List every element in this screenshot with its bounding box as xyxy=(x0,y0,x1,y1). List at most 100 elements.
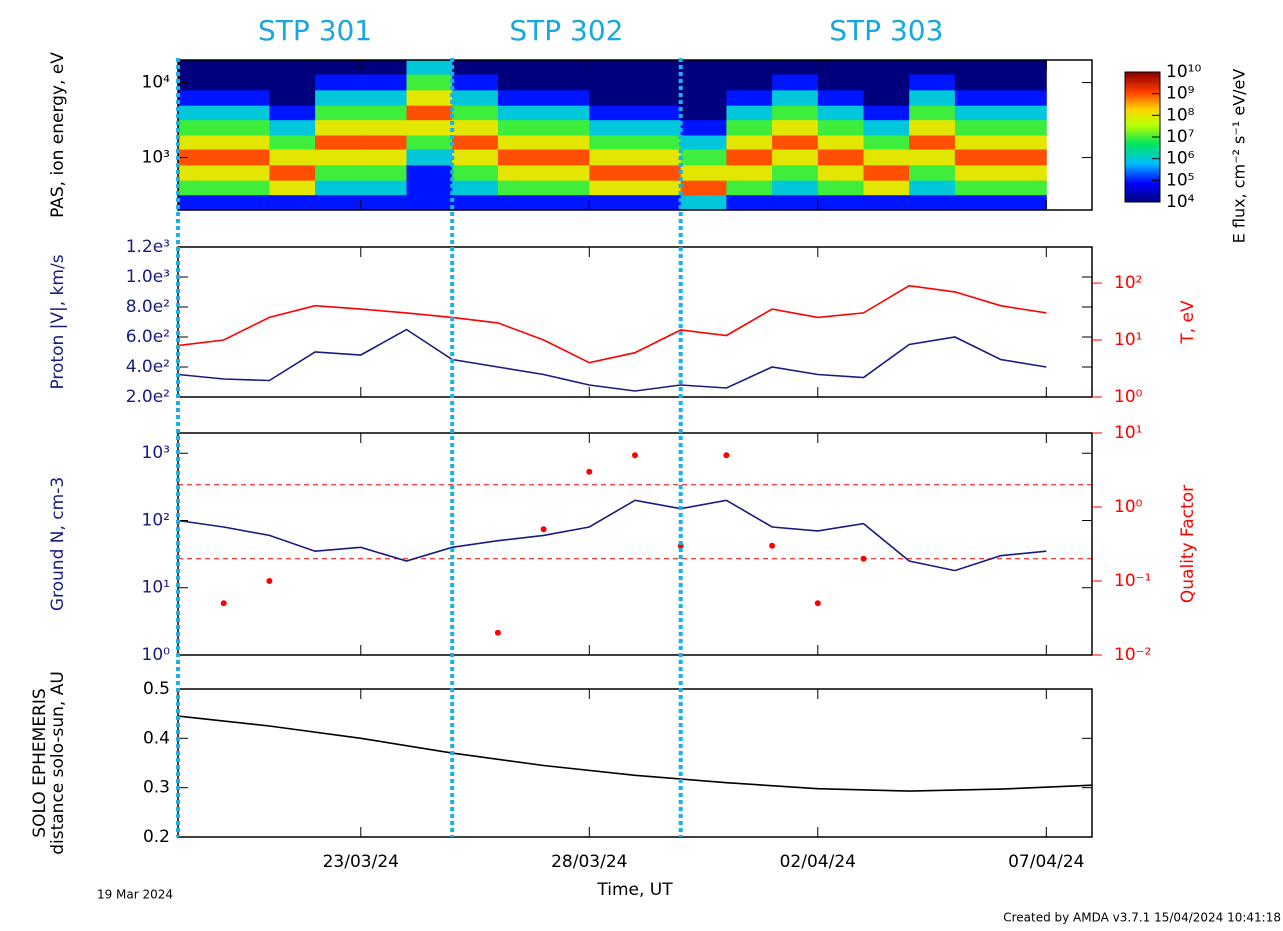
series-point xyxy=(723,452,730,459)
colorbar-segment xyxy=(1125,173,1160,177)
spectrogram-cell xyxy=(635,149,682,166)
colorbar-segment xyxy=(1125,80,1160,84)
spectrogram-cell xyxy=(772,60,819,75)
spectrogram-cell xyxy=(269,89,316,106)
colorbar-segment xyxy=(1125,126,1160,129)
y-tick-label: 10⁰ xyxy=(142,645,171,665)
spectrogram-cell xyxy=(909,74,956,91)
spectrogram-cell xyxy=(406,74,453,91)
colorbar-segment xyxy=(1125,119,1160,123)
spectrogram-cell xyxy=(406,180,453,196)
x-axis-label: Time, UT xyxy=(596,880,673,900)
spectrogram-cell xyxy=(1000,135,1047,150)
spectrogram-cell xyxy=(178,164,225,181)
spectrogram-cell xyxy=(817,149,864,166)
colorbar-segment xyxy=(1125,98,1160,101)
spectrogram-cell xyxy=(909,149,956,166)
spectrogram-cell xyxy=(772,149,819,166)
spectrogram-cell xyxy=(635,74,682,91)
spectrogram-cell xyxy=(909,119,956,136)
spectrogram-cell xyxy=(772,135,819,150)
colorbar-segment xyxy=(1125,180,1160,183)
colorbar-segment xyxy=(1125,178,1160,181)
spectrogram-cell xyxy=(589,149,636,166)
interval-label: STP 303 xyxy=(829,14,943,47)
colorbar-segment xyxy=(1125,93,1160,97)
spectrogram-cell xyxy=(954,135,1002,150)
spectrogram-cell xyxy=(452,105,499,121)
spectrogram-cell xyxy=(452,180,499,196)
spectrogram-cell xyxy=(589,119,636,136)
spectrogram-cell xyxy=(589,89,636,106)
y2-tick-label: 10² xyxy=(1114,273,1142,293)
colorbar-segment xyxy=(1125,91,1160,95)
series-point xyxy=(540,526,547,533)
y-tick-label: 10³ xyxy=(142,443,170,463)
colorbar-segment xyxy=(1125,100,1160,103)
spectrogram-cell xyxy=(315,164,362,181)
colorbar-segment xyxy=(1125,115,1160,118)
colorbar-segment xyxy=(1125,113,1160,116)
spectrogram-cell xyxy=(315,194,362,211)
spectrogram-cell xyxy=(315,60,362,75)
spectrogram-cell xyxy=(954,164,1002,181)
spectrogram-cell xyxy=(589,180,636,196)
colorbar-tick-label: 10⁸ xyxy=(1166,105,1195,125)
colorbar-segment xyxy=(1125,141,1160,144)
spectrogram-cell xyxy=(817,164,864,181)
spectrogram-cell xyxy=(497,194,545,211)
spectrogram-cell xyxy=(1000,105,1047,121)
spectrogram-cell xyxy=(680,149,727,166)
spectrogram-cell xyxy=(1000,164,1047,181)
spectrogram-cell xyxy=(635,89,682,106)
colorbar-segment xyxy=(1125,85,1160,88)
colorbar-segment xyxy=(1125,158,1160,162)
spectrogram-cell xyxy=(589,105,636,121)
spectrogram-cell xyxy=(726,89,773,106)
spectrogram-cell xyxy=(543,89,590,106)
colorbar-tick-label: 10⁵ xyxy=(1166,170,1194,190)
spectrogram-cell xyxy=(315,119,362,136)
spectrogram-cell xyxy=(543,194,590,211)
series-line xyxy=(177,499,1047,572)
spectrogram-cell xyxy=(954,194,1002,211)
spectrogram-cell xyxy=(726,149,773,166)
y2-axis-label: T, eV xyxy=(1178,300,1198,345)
x-tick-label: 28/03/24 xyxy=(551,852,627,872)
spectrogram-cell xyxy=(497,164,545,181)
spectrogram-cell xyxy=(269,119,316,136)
spectrogram-cell xyxy=(360,89,407,106)
spectrogram-cell xyxy=(178,149,225,166)
series-point xyxy=(266,578,273,584)
colorbar-segment xyxy=(1125,74,1160,77)
spectrogram-cell xyxy=(909,164,956,181)
spectrogram-cell xyxy=(863,180,910,196)
colorbar-segment xyxy=(1125,163,1160,166)
spectrogram-cell xyxy=(543,180,590,196)
colorbar-segment xyxy=(1125,145,1160,149)
spectrogram-cell xyxy=(543,149,590,166)
spectrogram-cell xyxy=(543,164,590,181)
colorbar-tick-label: 10¹⁰ xyxy=(1166,62,1201,82)
spectrogram-cell xyxy=(360,135,407,150)
colorbar-segment xyxy=(1125,106,1160,110)
spectrogram-cell xyxy=(223,164,270,181)
y-tick-label: 10³ xyxy=(142,148,170,168)
series-line xyxy=(177,715,1093,792)
spectrogram-cell xyxy=(360,194,407,211)
spectrogram-cell xyxy=(269,194,316,211)
spectrogram-cell xyxy=(635,105,682,121)
spectrogram-cell xyxy=(360,60,407,75)
start-date: 19 Mar 2024 xyxy=(97,888,173,902)
spectrogram-cell xyxy=(360,119,407,136)
colorbar-segment xyxy=(1125,147,1160,151)
spectrogram-cell xyxy=(178,74,225,91)
spectrogram-cell xyxy=(909,105,956,121)
spectrogram-cell xyxy=(863,149,910,166)
spectrogram-cell xyxy=(772,105,819,121)
spectrogram-cell xyxy=(726,194,773,211)
spectrogram-cell xyxy=(497,149,545,166)
colorbar-segment xyxy=(1125,82,1160,86)
spectrogram-cell xyxy=(178,135,225,150)
spectrogram-cell xyxy=(726,180,773,196)
